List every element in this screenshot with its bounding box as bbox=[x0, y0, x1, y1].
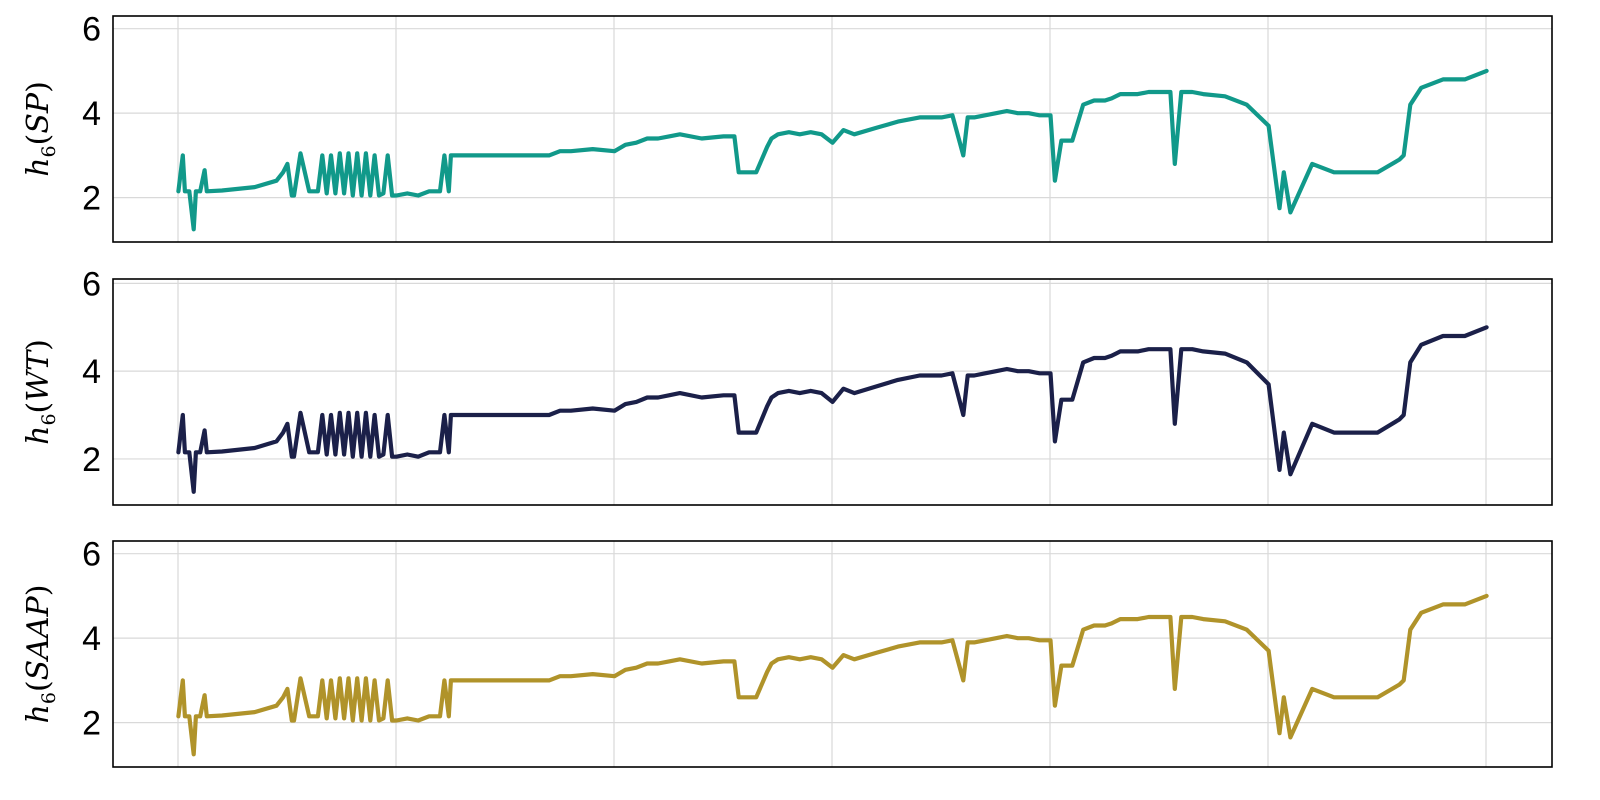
series-line bbox=[176, 593, 1489, 757]
y-tick-label: 6 bbox=[82, 11, 101, 49]
y-tick-label: 4 bbox=[82, 353, 101, 391]
y-tick-label: 4 bbox=[82, 95, 101, 133]
y-axis-label-open-paren: ( bbox=[21, 402, 56, 414]
y-axis-label-open-paren: ( bbox=[21, 134, 56, 146]
y-axis-label: h6(SP) bbox=[21, 81, 60, 177]
series-line bbox=[176, 325, 1489, 494]
y-axis-label-close-paren: ) bbox=[21, 585, 56, 597]
y-axis-label-subscript: 6 bbox=[38, 692, 60, 704]
y-axis-label: h6(WT) bbox=[21, 339, 60, 445]
y-tick-label: 2 bbox=[82, 441, 101, 479]
y-axis-label-arg: SP bbox=[21, 92, 56, 134]
y-axis-label-fn: h bbox=[21, 426, 56, 445]
y-tick-label: 6 bbox=[82, 536, 101, 574]
axes-frame bbox=[112, 15, 1553, 243]
y-axis-label-arg: SAAP bbox=[21, 595, 56, 680]
y-axis-label-open-paren: ( bbox=[21, 680, 56, 692]
y-axis-label-fn: h bbox=[21, 157, 56, 176]
y-axis-label-close-paren: ) bbox=[21, 81, 56, 93]
axes-frame bbox=[112, 540, 1553, 768]
y-axis-label: h6(SAAP) bbox=[21, 585, 60, 724]
series-line bbox=[176, 68, 1489, 232]
y-axis-label-subscript: 6 bbox=[38, 413, 60, 425]
y-axis-label-arg: WT bbox=[21, 349, 56, 402]
y-tick-label: 6 bbox=[82, 265, 101, 303]
y-axis-label-subscript: 6 bbox=[38, 145, 60, 157]
y-tick-label: 2 bbox=[82, 180, 101, 218]
y-tick-label: 2 bbox=[82, 705, 101, 743]
y-axis-label-close-paren: ) bbox=[21, 339, 56, 351]
axes-frame bbox=[112, 278, 1553, 506]
y-axis-label-fn: h bbox=[21, 704, 56, 723]
y-tick-label: 4 bbox=[82, 620, 101, 658]
